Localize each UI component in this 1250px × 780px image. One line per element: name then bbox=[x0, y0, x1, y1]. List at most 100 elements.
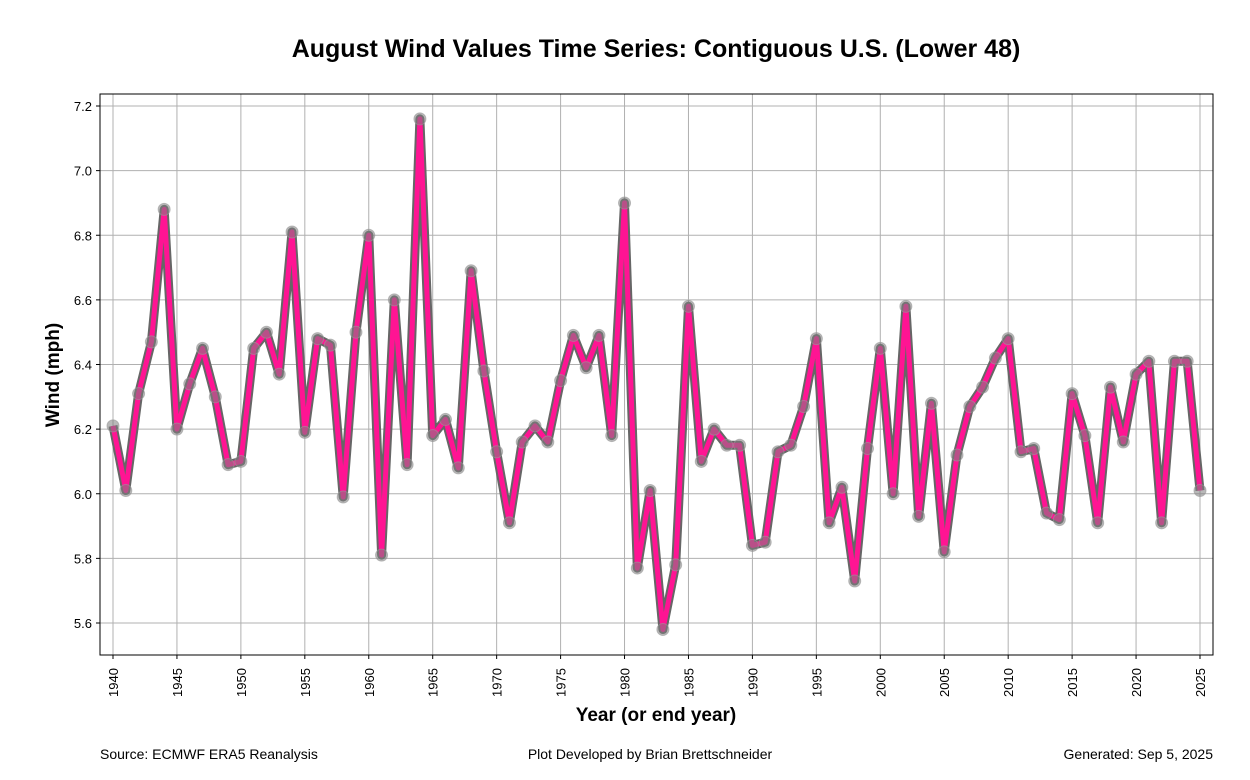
data-point bbox=[1180, 354, 1194, 368]
data-point bbox=[579, 361, 593, 375]
data-point bbox=[119, 484, 133, 498]
x-tick-label: 1960 bbox=[362, 668, 377, 697]
data-point bbox=[490, 445, 504, 459]
data-point bbox=[886, 487, 900, 501]
data-point bbox=[924, 396, 938, 410]
data-point bbox=[899, 299, 913, 313]
data-point bbox=[170, 422, 184, 436]
y-tick-label: 6.2 bbox=[74, 422, 92, 437]
data-point bbox=[438, 412, 452, 426]
series bbox=[106, 112, 1207, 636]
data-point bbox=[349, 325, 363, 339]
data-point bbox=[477, 364, 491, 378]
data-point bbox=[247, 341, 261, 355]
data-point bbox=[912, 509, 926, 523]
x-tick-label: 1945 bbox=[170, 668, 185, 697]
data-point bbox=[426, 429, 440, 443]
data-point bbox=[630, 561, 644, 575]
data-point bbox=[656, 622, 670, 636]
data-point bbox=[1001, 332, 1015, 346]
data-point bbox=[1103, 380, 1117, 394]
data-point bbox=[1091, 516, 1105, 530]
plot-frame bbox=[99, 93, 1214, 656]
data-point bbox=[669, 558, 683, 572]
y-axis-label: Wind (mph) bbox=[43, 323, 64, 427]
data-point bbox=[745, 538, 759, 552]
data-point bbox=[311, 332, 325, 346]
data-point bbox=[234, 454, 248, 468]
data-point bbox=[835, 480, 849, 494]
data-point bbox=[144, 335, 158, 349]
data-point bbox=[822, 516, 836, 530]
data-point bbox=[988, 351, 1002, 365]
x-tick-label: 1940 bbox=[106, 668, 121, 697]
data-point bbox=[1116, 435, 1130, 449]
data-point bbox=[950, 448, 964, 462]
data-point bbox=[643, 484, 657, 498]
data-point bbox=[221, 458, 235, 472]
data-point bbox=[605, 429, 619, 443]
data-point bbox=[1193, 484, 1207, 498]
data-point bbox=[861, 442, 875, 456]
data-point bbox=[1142, 354, 1156, 368]
data-point bbox=[208, 390, 222, 404]
data-point bbox=[413, 112, 427, 126]
ticks: 1940 1945 1950 1955 1960 1965 1970 1975 1980 1985… bbox=[74, 99, 1208, 697]
data-point bbox=[502, 516, 516, 530]
data-point bbox=[592, 328, 606, 342]
y-tick-label: 6.8 bbox=[74, 228, 92, 243]
data-point bbox=[1014, 445, 1028, 459]
x-tick-label: 1985 bbox=[681, 668, 696, 697]
data-point bbox=[681, 299, 695, 313]
footer-developer: Plot Developed by Brian Brettschneider bbox=[527, 746, 773, 762]
x-tick-label: 1995 bbox=[809, 668, 824, 697]
x-tick-label: 2025 bbox=[1193, 668, 1208, 697]
data-point bbox=[298, 425, 312, 439]
data-point bbox=[1129, 367, 1143, 381]
x-axis-label: Year (or end year) bbox=[576, 705, 737, 726]
data-point bbox=[873, 341, 887, 355]
data-point bbox=[323, 338, 337, 352]
data-point bbox=[1040, 506, 1054, 520]
chart-title: August Wind Values Time Series: Contiguo… bbox=[292, 35, 1021, 63]
data-point bbox=[464, 264, 478, 278]
data-point bbox=[106, 419, 120, 433]
x-tick-label: 2015 bbox=[1065, 668, 1080, 697]
series-line bbox=[110, 116, 1203, 632]
data-point bbox=[720, 438, 734, 452]
data-point bbox=[259, 325, 273, 339]
data-point bbox=[963, 400, 977, 414]
footer-generated: Generated: Sep 5, 2025 bbox=[1063, 746, 1213, 762]
data-point bbox=[528, 419, 542, 433]
data-point bbox=[362, 228, 376, 242]
data-point bbox=[541, 435, 555, 449]
data-point bbox=[272, 367, 286, 381]
data-point bbox=[387, 293, 401, 307]
x-tick-label: 2010 bbox=[1001, 668, 1016, 697]
data-point bbox=[758, 535, 772, 549]
data-point bbox=[797, 400, 811, 414]
data-point bbox=[1027, 442, 1041, 456]
footer-source: Source: ECMWF ERA5 Reanalysis bbox=[100, 746, 318, 762]
data-point bbox=[1052, 513, 1066, 527]
data-point bbox=[554, 374, 568, 388]
y-tick-label: 7.0 bbox=[74, 164, 92, 179]
x-tick-label: 2005 bbox=[937, 668, 952, 697]
data-point bbox=[183, 377, 197, 391]
x-tick-label: 1950 bbox=[234, 668, 249, 697]
x-tick-label: 1975 bbox=[554, 668, 569, 697]
data-point bbox=[400, 458, 414, 472]
data-point bbox=[1065, 387, 1079, 401]
data-point bbox=[375, 548, 389, 562]
y-tick-label: 6.4 bbox=[74, 358, 92, 373]
y-tick-label: 6.6 bbox=[74, 293, 92, 308]
data-point bbox=[132, 387, 146, 401]
x-tick-label: 1980 bbox=[618, 668, 633, 697]
data-point bbox=[451, 461, 465, 475]
x-tick-label: 2020 bbox=[1129, 668, 1144, 697]
x-tick-label: 1955 bbox=[298, 668, 313, 697]
data-point bbox=[976, 380, 990, 394]
data-point bbox=[618, 196, 632, 210]
x-tick-label: 1990 bbox=[745, 668, 760, 697]
